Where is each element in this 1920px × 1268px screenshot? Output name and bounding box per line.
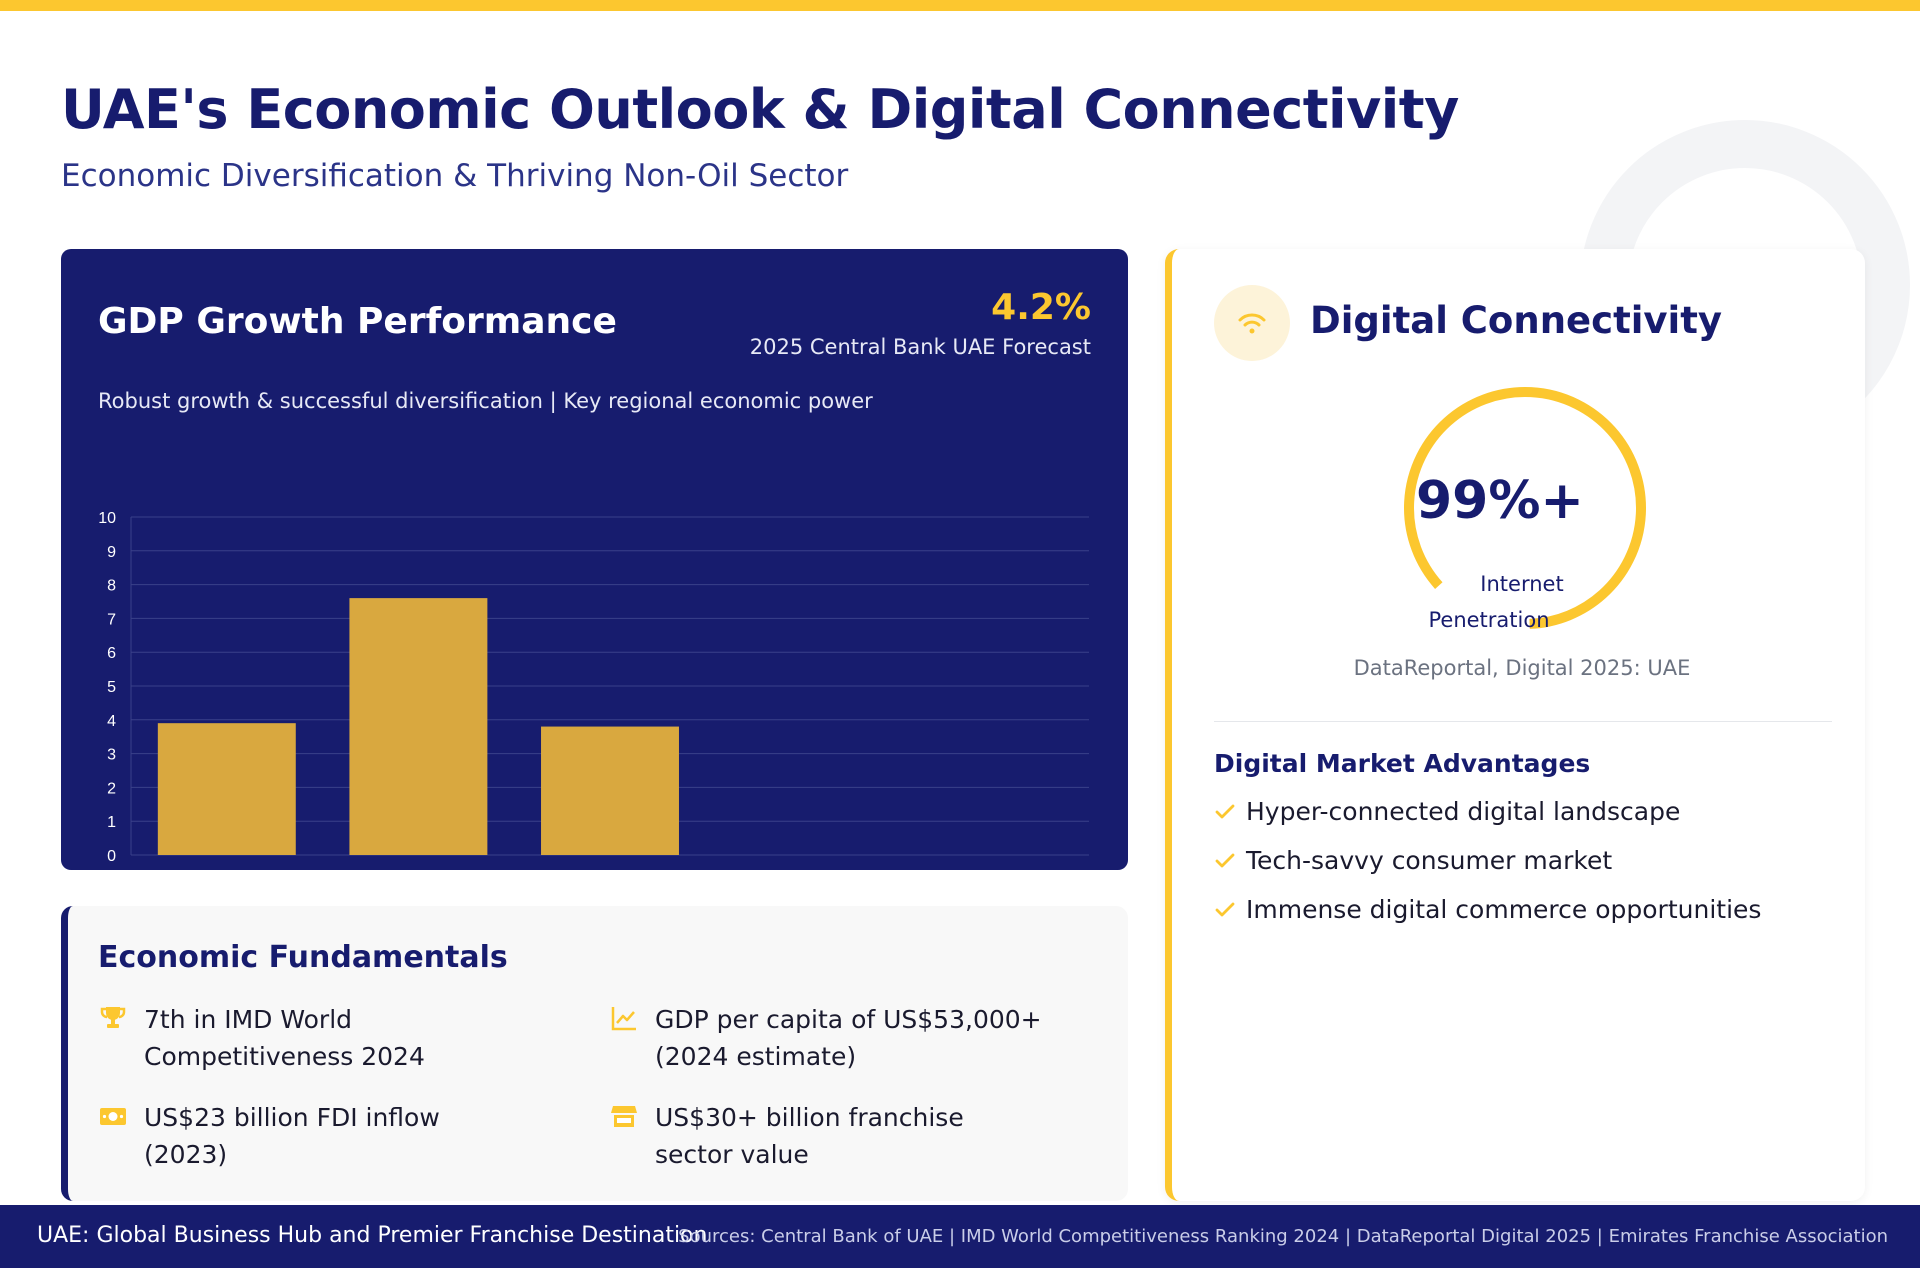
y-tick-label: 10 [98,510,116,527]
footer-bar: UAE: Global Business Hub and Premier Fra… [0,1205,1920,1268]
gdp-panel-title: GDP Growth Performance [98,301,617,342]
economic-item-fdi: US$23 billion FDI inflow (2023) [98,1099,518,1173]
economic-item-text: US$23 billion FDI inflow (2023) [144,1103,440,1169]
economic-item-text: US$30+ billion franchise sector value [655,1103,964,1169]
gdp-description: Robust growth & successful diversificati… [98,389,873,413]
gdp-growth-panel: GDP Growth Performance 4.2% 2025 Central… [61,249,1128,870]
advantage-text: Immense digital commerce opportunities [1246,895,1762,924]
advantage-text: Hyper-connected digital landscape [1246,797,1681,826]
economic-item-text: GDP per capita of US$53,000+ (2024 estim… [655,1005,1042,1071]
y-tick-label: 3 [107,747,116,764]
advantage-item: Hyper-connected digital landscape [1214,797,1680,826]
economic-item-text: 7th in IMD World Competitiveness 2024 [144,1005,425,1071]
chart-line-icon [611,1007,636,1031]
top-accent-bar [0,0,1920,11]
advantages-title: Digital Market Advantages [1214,749,1591,778]
y-tick-label: 5 [107,679,116,696]
gauge-source: DataReportal, Digital 2025: UAE [1353,656,1691,680]
bar-2021 [157,723,296,855]
divider [1214,721,1832,722]
footer-sources: Sources: Central Bank of UAE | IMD World… [678,1226,1888,1247]
wifi-icon-badge [1214,285,1290,361]
y-tick-label: 6 [107,645,116,662]
y-tick-label: 1 [107,814,116,831]
gdp-forecast-value: 4.2% [991,287,1091,328]
gauge-arc [1404,387,1646,629]
gdp-forecast-label: 2025 Central Bank UAE Forecast [749,335,1091,359]
economic-item-gdp-per-capita: GDP per capita of US$53,000+ (2024 estim… [609,1001,1099,1075]
bar-2023 [541,726,679,855]
economic-item-franchise: US$30+ billion franchise sector value [609,1099,1029,1173]
footer-tagline: UAE: Global Business Hub and Premier Fra… [37,1223,708,1248]
y-tick-label: 4 [107,713,116,730]
advantage-item: Tech-savvy consumer market [1214,846,1612,875]
y-tick-label: 7 [107,611,116,628]
money-bill-icon [100,1108,126,1125]
economic-fundamentals-card: Economic Fundamentals 7th in IMD World C… [61,906,1128,1201]
wifi-icon [1238,313,1266,334]
check-icon [1215,902,1235,916]
digital-connectivity-card: Digital Connectivity 99%+ Internet Penet… [1165,249,1865,1201]
bar-2022 [349,598,488,855]
y-tick-label: 0 [107,848,116,865]
gauge-value: 99%+ [1415,471,1585,531]
economic-item-competitiveness: 7th in IMD World Competitiveness 2024 [98,1001,518,1075]
check-icon [1215,853,1235,867]
gauge-label-internet: Internet [1480,572,1564,596]
advantage-text: Tech-savvy consumer market [1246,846,1613,875]
check-icon [1215,804,1235,818]
y-tick-label: 8 [107,578,116,595]
trophy-icon [100,1007,126,1028]
advantage-item: Immense digital commerce opportunities [1214,895,1761,924]
page-subtitle: Economic Diversification & Thriving Non-… [61,158,849,194]
y-tick-label: 9 [107,544,116,561]
gdp-bar-chart: 0123456789102021202220232024 Estimate202… [98,510,1089,865]
gauge-label-penetration: Penetration [1428,608,1550,632]
store-icon [611,1106,637,1127]
page-title: UAE's Economic Outlook & Digital Connect… [61,78,1459,141]
y-tick-label: 2 [107,780,116,797]
economic-fundamentals-title: Economic Fundamentals [98,940,508,975]
digital-connectivity-title: Digital Connectivity [1310,299,1723,342]
internet-penetration-gauge [1404,387,1646,629]
